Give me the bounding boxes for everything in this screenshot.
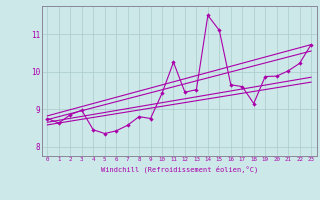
X-axis label: Windchill (Refroidissement éolien,°C): Windchill (Refroidissement éolien,°C) (100, 165, 258, 173)
